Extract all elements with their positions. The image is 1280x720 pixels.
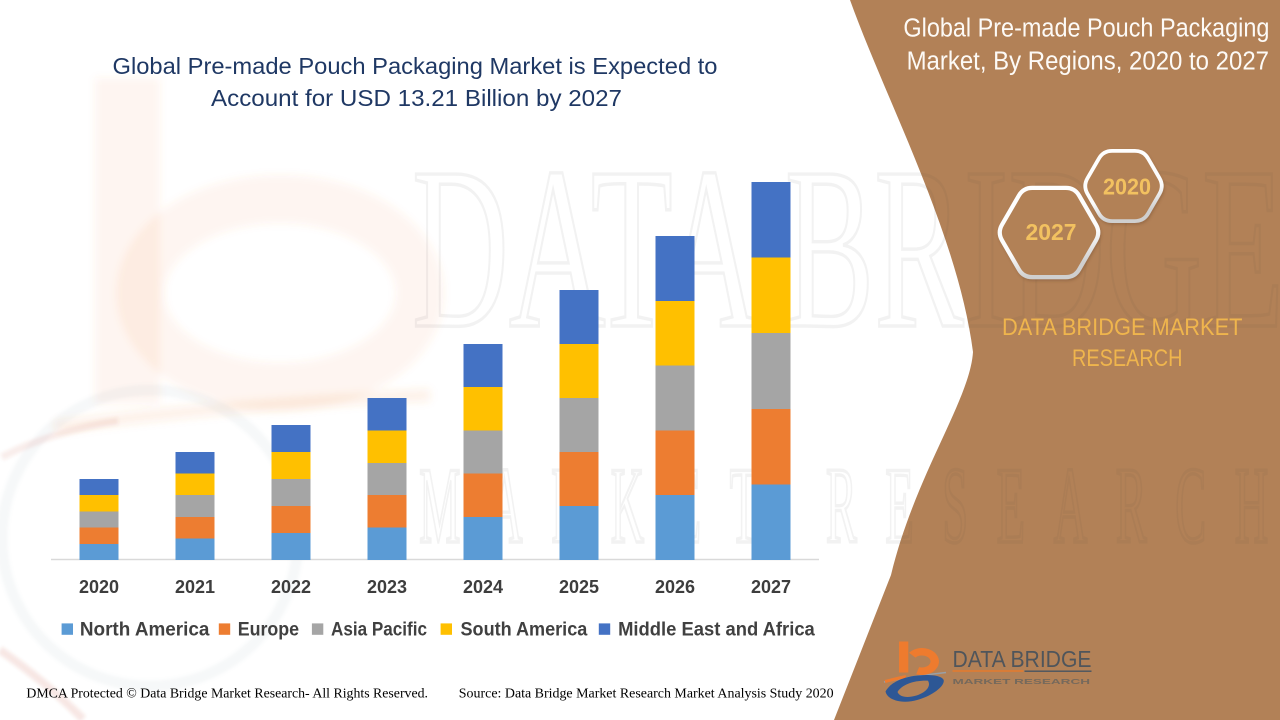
svg-text:RESEARCH: RESEARCH (1072, 345, 1183, 372)
svg-text:2027: 2027 (751, 577, 791, 597)
svg-text:2021: 2021 (175, 577, 215, 597)
svg-text:North America: North America (80, 620, 210, 641)
svg-text:MARKET RESEARCH: MARKET RESEARCH (953, 677, 1091, 686)
svg-text:Market, By Regions, 2020 to 20: Market, By Regions, 2020 to 2027 (907, 48, 1269, 76)
svg-text:2020: 2020 (1103, 174, 1151, 200)
svg-text:DMCA Protected © Data Bridge M: DMCA Protected © Data Bridge Market Rese… (26, 686, 428, 701)
svg-text:2020: 2020 (79, 577, 119, 597)
svg-text:Global Pre-made Pouch Packagin: Global Pre-made Pouch Packaging (903, 14, 1269, 42)
svg-text:Account for USD 13.21 Billion: Account for USD 13.21 Billion by 2027 (211, 85, 622, 111)
svg-text:Source: Data Bridge Market Res: Source: Data Bridge Market Research Mark… (459, 686, 834, 701)
svg-text:2026: 2026 (655, 577, 695, 597)
svg-text:South America: South America (461, 620, 588, 641)
svg-text:2027: 2027 (1026, 219, 1077, 245)
svg-text:Global Pre-made Pouch Packagin: Global Pre-made Pouch Packaging Market i… (113, 53, 718, 79)
svg-text:Middle East and Africa: Middle East and Africa (618, 620, 815, 641)
svg-text:Asia Pacific: Asia Pacific (331, 620, 427, 641)
svg-text:2024: 2024 (463, 577, 503, 597)
svg-text:DATA BRIDGE: DATA BRIDGE (953, 646, 1092, 672)
svg-text:2025: 2025 (559, 577, 599, 597)
svg-text:2022: 2022 (271, 577, 311, 597)
svg-text:2023: 2023 (367, 577, 407, 597)
svg-text:Europe: Europe (238, 620, 299, 641)
svg-text:DATA BRIDGE MARKET: DATA BRIDGE MARKET (1002, 314, 1243, 341)
